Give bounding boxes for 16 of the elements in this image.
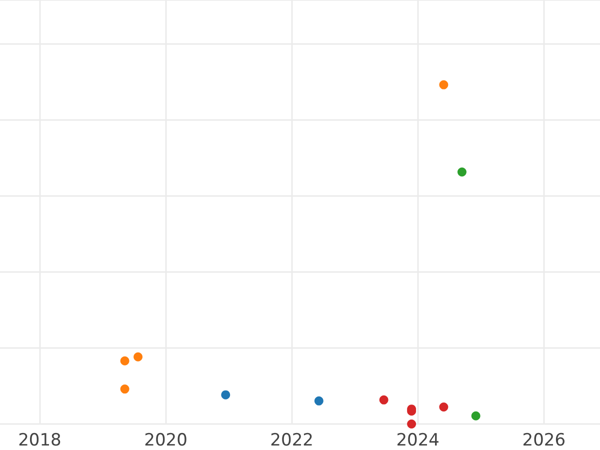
x-tick-label: 2024: [396, 430, 440, 450]
x-tick-label: 2026: [522, 430, 566, 450]
point: [439, 80, 448, 90]
point: [407, 420, 416, 428]
point: [314, 396, 324, 406]
x-tick-label: 2020: [144, 430, 188, 450]
point: [221, 390, 230, 400]
point: [457, 167, 466, 176]
point: [471, 411, 480, 420]
point: [120, 384, 130, 394]
x-tick-label: 2022: [270, 430, 314, 450]
point: [439, 402, 448, 412]
point: [120, 356, 130, 366]
point: [379, 395, 388, 404]
x-tick-label: 2018: [18, 430, 62, 450]
point: [134, 352, 143, 362]
